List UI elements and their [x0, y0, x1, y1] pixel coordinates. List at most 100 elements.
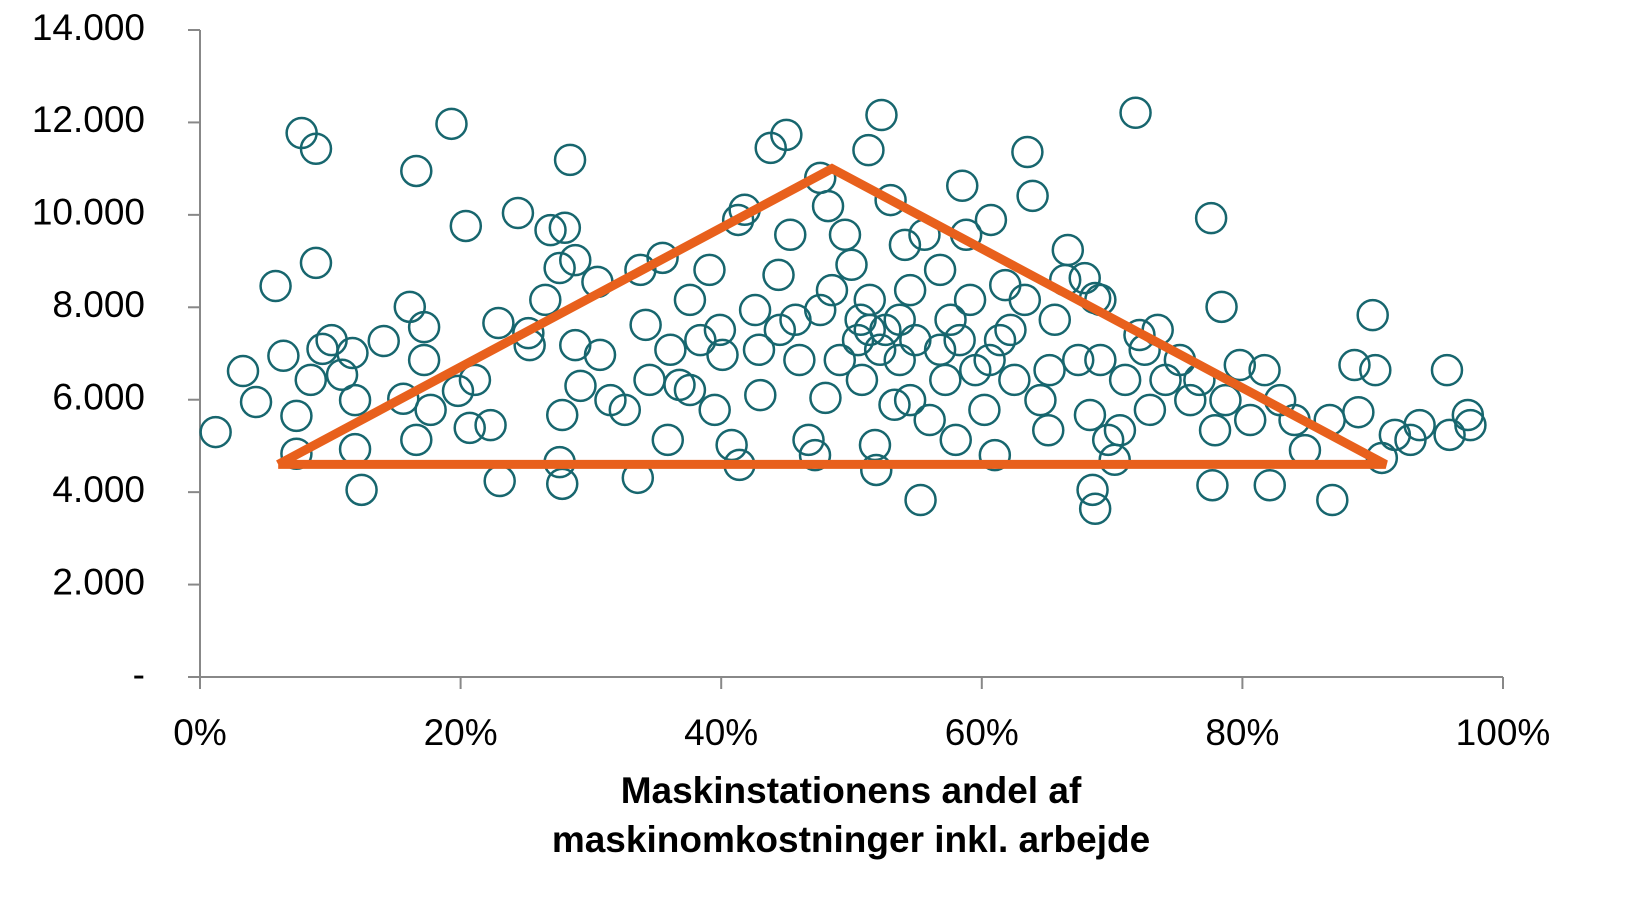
point	[543, 251, 576, 285]
point	[968, 393, 1001, 427]
point	[693, 253, 726, 287]
point	[483, 464, 516, 498]
point	[883, 303, 916, 337]
point	[306, 332, 339, 366]
y-tick-label: 4.000	[52, 469, 145, 510]
point	[336, 336, 369, 370]
point	[435, 107, 468, 141]
point	[904, 483, 937, 517]
point	[654, 333, 687, 367]
point	[1011, 135, 1044, 169]
point	[1032, 413, 1065, 447]
point	[828, 218, 862, 251]
x-tick-label: 0%	[173, 712, 226, 753]
point	[865, 98, 898, 132]
point	[1076, 473, 1109, 507]
point	[811, 189, 845, 223]
point	[852, 133, 885, 167]
point	[1316, 483, 1349, 517]
point	[1024, 383, 1057, 417]
point	[1149, 363, 1182, 397]
point	[835, 248, 868, 282]
point	[564, 369, 597, 403]
point	[853, 283, 886, 317]
point	[798, 438, 832, 472]
y-tick-label: 2.000	[52, 561, 145, 602]
x-axis-label: maskinomkostninger inkl. arbejde	[552, 819, 1150, 860]
point	[1091, 423, 1125, 457]
point	[774, 218, 807, 251]
point	[845, 363, 879, 397]
point	[325, 358, 359, 392]
point	[1403, 408, 1436, 442]
point	[545, 398, 579, 432]
point	[548, 211, 582, 245]
point	[338, 432, 372, 466]
point	[1194, 201, 1228, 235]
point	[559, 243, 592, 277]
point	[888, 228, 922, 262]
point	[1061, 343, 1095, 377]
point	[441, 374, 475, 408]
point	[239, 385, 273, 419]
point	[809, 381, 842, 415]
point	[512, 316, 545, 350]
point	[939, 423, 972, 457]
point	[978, 438, 1012, 472]
point	[998, 363, 1031, 397]
point	[1133, 393, 1167, 427]
point	[673, 373, 707, 407]
point	[1098, 443, 1131, 477]
point	[792, 423, 825, 457]
point	[934, 303, 967, 337]
point	[501, 196, 535, 230]
x-tick-label: 60%	[945, 712, 1019, 753]
point	[482, 306, 515, 340]
x-tick-label: 20%	[424, 712, 498, 753]
point	[608, 393, 642, 427]
point	[823, 343, 857, 377]
point	[883, 343, 916, 377]
point	[267, 339, 300, 373]
point	[763, 313, 797, 347]
point	[1248, 353, 1281, 387]
x-axis-label: Maskinstationens andel af	[621, 770, 1082, 811]
point	[1033, 353, 1066, 387]
point	[770, 118, 803, 152]
point	[706, 338, 739, 372]
point	[400, 154, 433, 188]
point	[1016, 179, 1049, 213]
point	[315, 323, 348, 357]
point	[458, 363, 492, 397]
y-tick-label: 10.000	[32, 192, 145, 233]
point	[474, 408, 507, 442]
point	[973, 343, 1006, 377]
point	[449, 209, 483, 243]
point	[815, 273, 849, 307]
point	[1174, 383, 1207, 417]
point	[893, 383, 927, 417]
point	[1198, 413, 1232, 447]
point	[299, 246, 333, 280]
point	[684, 323, 717, 357]
y-tick-label: 14.000	[32, 7, 145, 48]
point	[583, 338, 617, 372]
point	[853, 313, 886, 347]
point	[553, 143, 587, 177]
y-tick-label: -	[133, 654, 145, 695]
x-tick-label: 40%	[684, 712, 758, 753]
triangle	[276, 163, 1388, 469]
y-tick-label: 12.000	[32, 99, 145, 140]
point	[923, 253, 957, 287]
point	[844, 303, 877, 337]
point	[673, 283, 707, 317]
point	[1196, 468, 1229, 502]
point	[400, 423, 433, 457]
point	[1338, 348, 1371, 382]
point	[863, 333, 897, 367]
point	[387, 382, 420, 416]
point	[1051, 233, 1085, 267]
point	[345, 473, 378, 507]
point	[367, 324, 400, 358]
point	[1209, 383, 1242, 417]
